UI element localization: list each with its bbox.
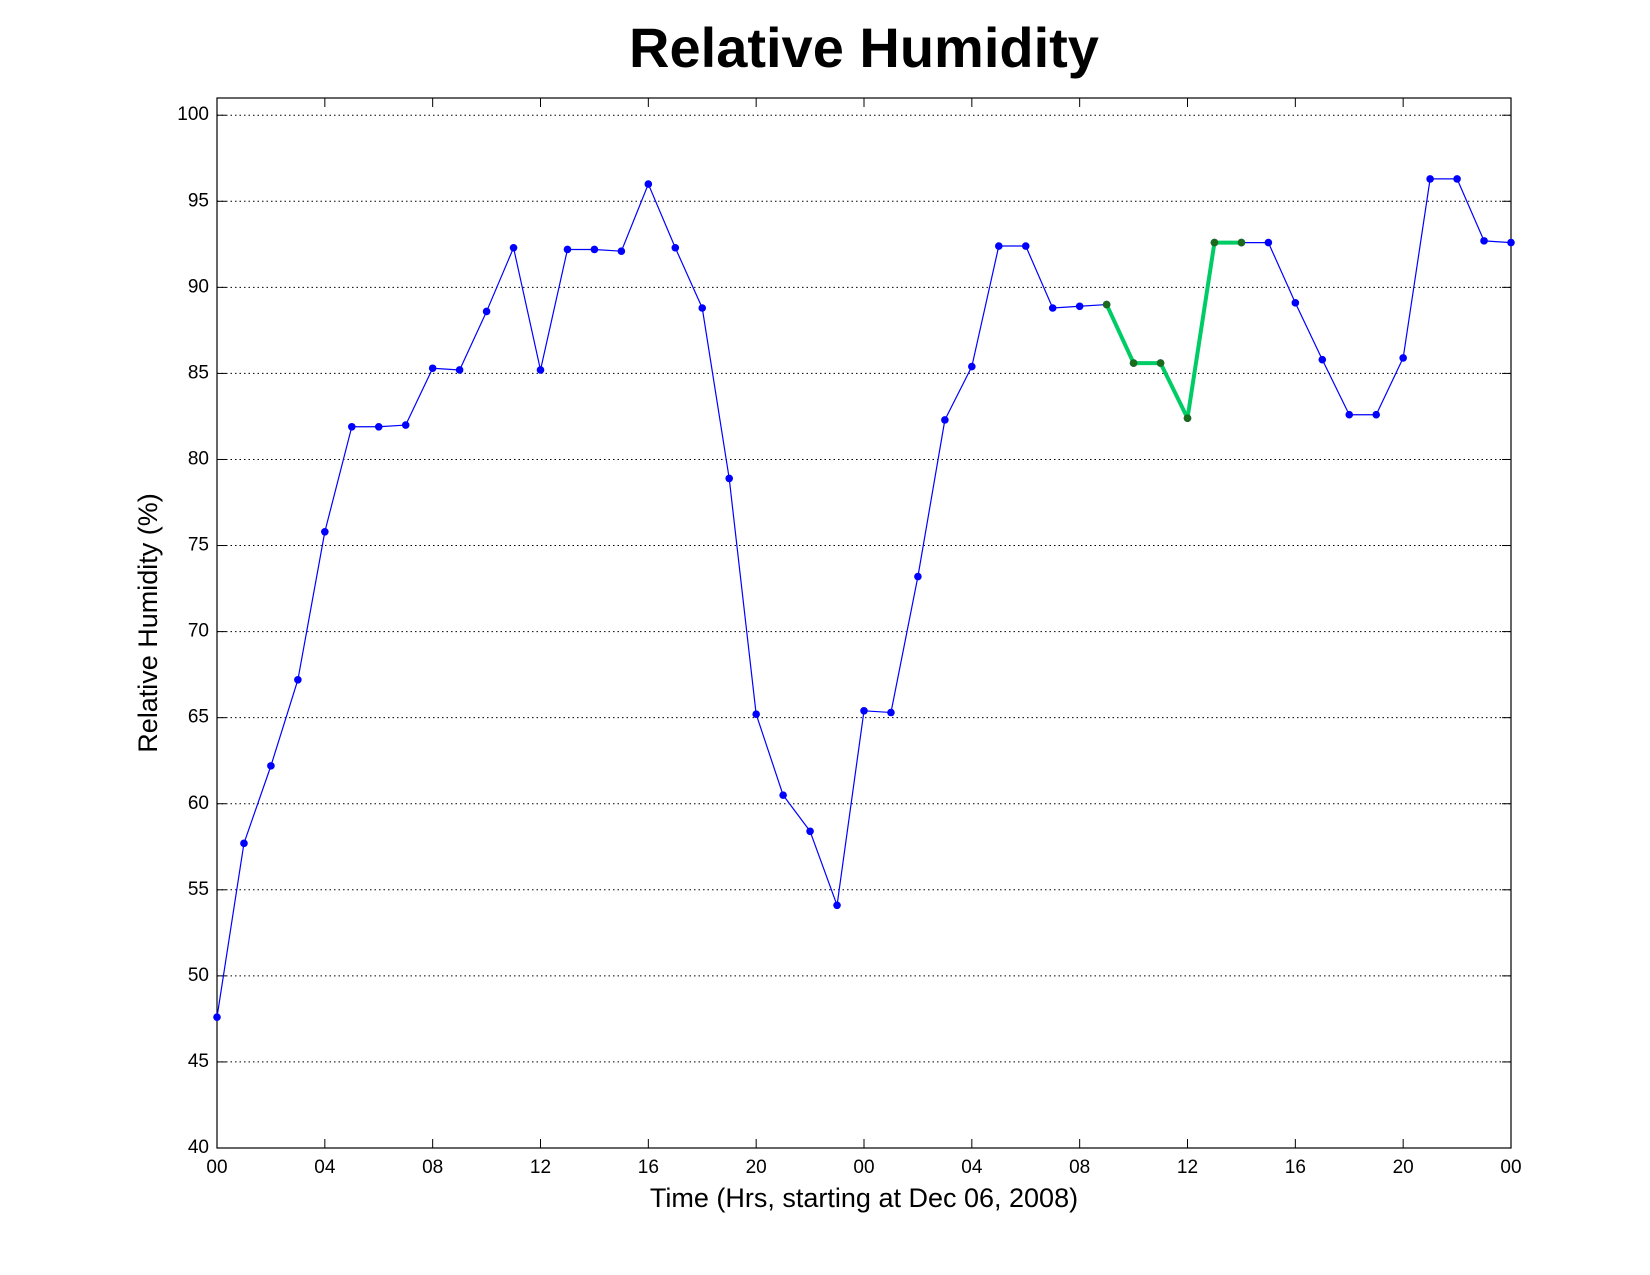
x-tick-label: 12 [530, 1157, 551, 1178]
data-point [1210, 238, 1219, 247]
data-point [347, 422, 356, 431]
data-point [887, 708, 895, 717]
y-tick-label: 95 [188, 190, 209, 211]
y-tick-label: 60 [188, 793, 209, 814]
y-tick-label: 90 [188, 276, 209, 297]
data-point [1048, 304, 1057, 312]
data-point [806, 827, 814, 836]
data-point [240, 839, 248, 848]
data-point [321, 527, 329, 536]
data-point [563, 245, 572, 254]
x-tick-label: 16 [1285, 1157, 1306, 1178]
data-point [860, 706, 868, 715]
x-tick-label: 20 [1393, 1157, 1414, 1178]
data-point [1345, 410, 1354, 419]
chart-title: Relative Humidity [629, 16, 1099, 79]
data-point [401, 421, 410, 429]
y-tick-label: 40 [188, 1137, 209, 1158]
data-point [213, 1013, 221, 1021]
x-tick-label: 16 [638, 1157, 659, 1178]
x-tick-label: 20 [746, 1157, 767, 1178]
data-point [752, 710, 760, 719]
data-point [1237, 238, 1246, 247]
data-point [1075, 302, 1084, 311]
data-point [1507, 238, 1515, 247]
data-point [294, 676, 302, 684]
data-point [1372, 410, 1381, 419]
data-point [1453, 175, 1461, 183]
y-tick-label: 85 [188, 362, 209, 383]
data-point [617, 247, 626, 255]
data-point [671, 243, 680, 252]
y-axis-label: Relative Humidity (%) [133, 493, 163, 753]
data-point [1426, 175, 1434, 183]
data-point [779, 791, 787, 799]
x-axis-label: Time (Hrs, starting at Dec 06, 2008) [650, 1183, 1078, 1213]
data-point [725, 474, 734, 483]
data-point [590, 245, 599, 254]
data-point [1399, 354, 1407, 362]
y-tick-label: 100 [177, 104, 209, 125]
data-point [698, 304, 707, 312]
data-point [267, 762, 275, 770]
data-point [536, 366, 545, 374]
y-tick-label: 55 [188, 879, 209, 900]
data-point [968, 362, 976, 371]
data-point [482, 307, 491, 316]
data-point [914, 572, 922, 581]
x-tick-label: 08 [422, 1157, 443, 1178]
y-tick-label: 45 [188, 1051, 209, 1072]
x-tick-label: 08 [1069, 1157, 1090, 1178]
data-point [1264, 238, 1273, 247]
data-point [941, 416, 949, 424]
data-line [1104, 240, 1242, 421]
y-tick-label: 70 [188, 621, 209, 642]
x-tick-label: 00 [206, 1157, 227, 1178]
plot-frame [216, 97, 1512, 1149]
data-point [1102, 300, 1111, 309]
y-tick-label: 50 [188, 965, 209, 986]
y-tick-label: 80 [188, 448, 209, 469]
data-point [644, 180, 653, 188]
data-point [1183, 414, 1192, 422]
data-point [1480, 237, 1488, 245]
data-point [1021, 242, 1030, 250]
data-point [1156, 359, 1165, 367]
data-point [428, 364, 437, 373]
data-point [833, 901, 841, 910]
data-point [994, 242, 1003, 250]
x-tick-label: 12 [1177, 1157, 1198, 1178]
x-tick-label: 04 [314, 1157, 336, 1178]
data-point [1129, 359, 1138, 367]
data-point [374, 422, 383, 431]
x-tick-label: 00 [1500, 1157, 1521, 1178]
y-tick-label: 65 [188, 707, 209, 728]
data-point [1318, 355, 1327, 364]
y-tick-label: 75 [188, 535, 209, 556]
x-tick-label: 04 [961, 1157, 983, 1178]
data-point [455, 366, 464, 374]
data-point [1291, 299, 1300, 307]
data-point [509, 243, 518, 252]
x-tick-label: 00 [853, 1157, 874, 1178]
